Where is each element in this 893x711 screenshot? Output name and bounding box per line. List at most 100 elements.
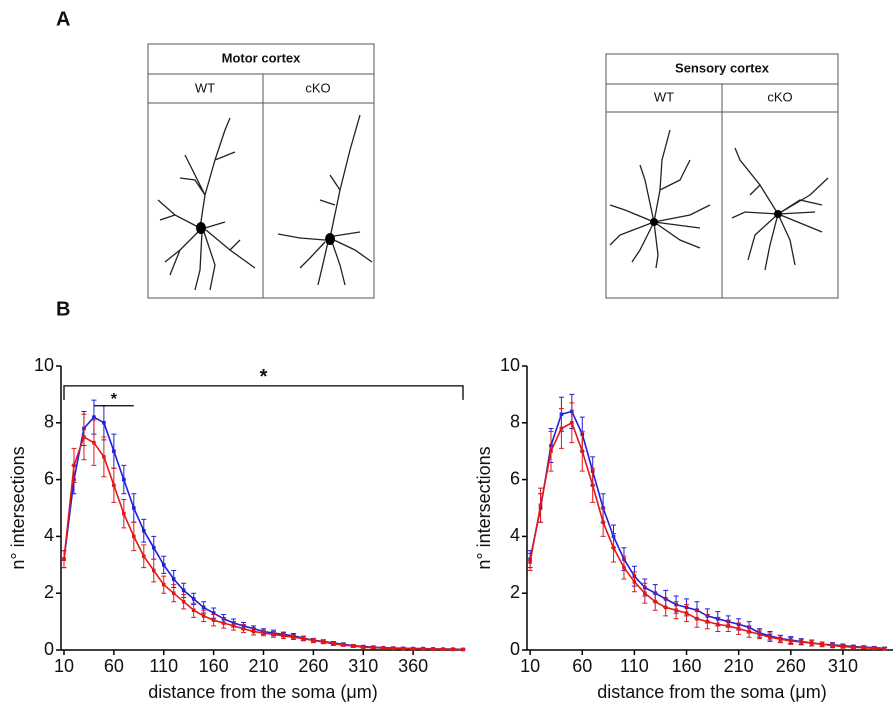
data-point <box>141 554 146 559</box>
significance-bracket <box>63 385 464 400</box>
neuron-drawing <box>157 114 829 291</box>
x-tick-label: 110 <box>620 656 649 676</box>
x-tick-label: 10 <box>54 656 74 676</box>
data-point <box>778 637 783 642</box>
data-point <box>221 621 226 625</box>
data-point <box>102 421 106 425</box>
data-point <box>622 565 626 570</box>
data-point <box>601 520 605 524</box>
data-point <box>361 645 366 649</box>
data-point <box>191 608 196 613</box>
y-tick-label: 8 <box>44 412 54 432</box>
column-header: WT <box>195 80 215 95</box>
data-point <box>570 421 574 425</box>
y-axis-label: n° intersections <box>8 446 28 569</box>
table-title: Sensory cortex <box>675 60 770 75</box>
data-point <box>171 577 176 581</box>
data-point <box>736 626 741 631</box>
data-point <box>632 580 637 584</box>
data-point <box>371 645 376 650</box>
y-tick-label: 6 <box>44 468 54 488</box>
y-tick-label: 4 <box>44 525 54 545</box>
x-tick-label: 260 <box>298 656 328 676</box>
data-point <box>431 647 435 651</box>
data-point <box>381 646 385 650</box>
x-axis-label: distance from the soma (μm) <box>148 682 377 702</box>
data-point <box>181 599 186 604</box>
data-point <box>132 534 136 539</box>
data-point <box>92 415 96 419</box>
x-tick-label: 60 <box>104 656 124 676</box>
data-point <box>590 483 595 488</box>
data-point <box>211 618 216 622</box>
y-axis-label: n° intersections <box>474 446 494 569</box>
data-point <box>311 638 316 643</box>
data-point <box>72 463 76 468</box>
data-point <box>559 426 564 431</box>
data-point <box>251 629 256 634</box>
data-point <box>261 631 266 635</box>
x-tick-label: 160 <box>199 656 229 676</box>
y-tick-label: 6 <box>510 468 520 488</box>
data-point <box>862 645 866 650</box>
data-point <box>102 455 106 459</box>
data-point <box>580 449 585 453</box>
data-point <box>716 622 720 627</box>
data-point <box>92 440 96 445</box>
data-point <box>391 646 395 651</box>
data-point <box>281 634 286 638</box>
data-point <box>201 605 206 610</box>
x-tick-label: 110 <box>149 656 178 676</box>
data-point <box>321 640 326 644</box>
x-tick-label: 310 <box>348 656 378 676</box>
data-point <box>132 506 136 510</box>
data-point <box>768 635 772 640</box>
data-point <box>820 642 824 647</box>
data-point <box>201 614 206 618</box>
significance-label: * <box>260 366 268 388</box>
data-point <box>695 616 699 621</box>
x-tick-label: 260 <box>776 656 806 676</box>
data-point <box>528 560 532 564</box>
y-tick-label: 10 <box>500 355 520 375</box>
series-line <box>63 416 464 651</box>
data-point <box>141 528 146 533</box>
data-point <box>799 640 804 644</box>
data-point <box>341 643 346 647</box>
panel-label: B <box>56 298 70 320</box>
data-point <box>757 632 762 637</box>
data-point <box>684 611 689 615</box>
data-point <box>62 557 66 561</box>
data-point <box>726 624 731 628</box>
sensory-table <box>605 53 839 299</box>
data-point <box>461 647 465 652</box>
data-point <box>643 591 647 595</box>
data-point <box>112 449 116 453</box>
data-point <box>351 644 356 648</box>
data-point <box>112 483 116 488</box>
data-point <box>882 646 887 651</box>
data-point <box>331 641 336 646</box>
column-header: WT <box>654 89 674 104</box>
data-point <box>851 645 856 649</box>
data-point <box>161 582 166 587</box>
x-tick-label: 10 <box>520 656 540 676</box>
data-point <box>171 591 176 595</box>
data-point <box>82 435 86 439</box>
data-point <box>809 641 814 645</box>
data-point <box>789 639 793 643</box>
data-point <box>211 611 216 615</box>
y-tick-label: 2 <box>44 582 54 602</box>
x-tick-label: 160 <box>672 656 702 676</box>
data-point <box>830 643 835 648</box>
data-point <box>421 647 425 651</box>
x-tick-label: 210 <box>248 656 278 676</box>
table-title: Motor cortex <box>222 50 302 65</box>
data-point <box>451 647 455 652</box>
y-tick-label: 0 <box>510 639 520 659</box>
significance-label: * <box>111 391 118 408</box>
data-point <box>161 563 166 567</box>
data-point <box>663 605 668 610</box>
data-point <box>653 599 658 604</box>
